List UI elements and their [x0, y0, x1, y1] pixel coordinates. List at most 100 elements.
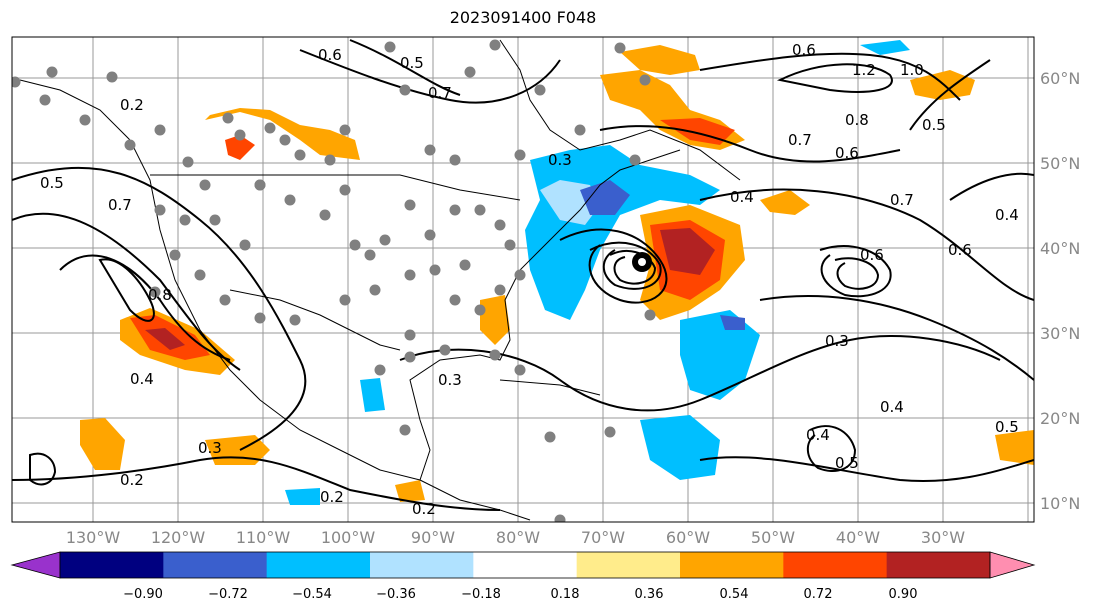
station-dot [179, 214, 191, 226]
station-dot [614, 42, 626, 54]
station-dot [399, 424, 411, 436]
station-dot [319, 209, 331, 221]
latitude-labels: 60°N 50°N 40°N 30°N 20°N 10°N [1040, 69, 1080, 513]
contour-label: 0.5 [40, 174, 64, 192]
lat-label: 30°N [1040, 324, 1080, 343]
lat-label: 50°N [1040, 154, 1080, 173]
contour-line [834, 257, 880, 290]
station-dot [489, 349, 501, 361]
contour-line [559, 228, 668, 304]
lon-label: 40°W [836, 528, 880, 547]
contour-label: 0.3 [825, 332, 849, 350]
shaded-anomaly-regions [80, 40, 1034, 505]
contour-line [12, 212, 241, 371]
contour-label: 0.4 [806, 426, 830, 444]
lon-label: 90°W [411, 528, 455, 547]
station-dot [289, 314, 301, 326]
station-dot [46, 66, 58, 78]
colorbar-tick-label: 0.36 [635, 587, 664, 602]
station-dot [324, 154, 336, 166]
contour-line [59, 254, 231, 361]
colorbar-segment [783, 552, 888, 578]
colorbar-segment [163, 552, 268, 578]
contour-label: 0.7 [890, 191, 914, 209]
contour-line [776, 63, 893, 93]
station-dot [464, 66, 476, 78]
contour-label: 0.6 [792, 41, 816, 59]
station-dot [459, 259, 471, 271]
station-dot [339, 184, 351, 196]
us-mexico-border [229, 289, 401, 351]
contour-line [909, 59, 991, 131]
lon-label: 80°W [496, 528, 540, 547]
lon-label: 120°W [151, 528, 206, 547]
colorbar [10, 551, 1036, 579]
station-dot [644, 309, 656, 321]
station-dot [514, 364, 526, 376]
shade-small-blue [285, 488, 320, 505]
colorbar-tick-label: −0.72 [208, 587, 248, 602]
west-coast [19, 79, 421, 481]
contour-label: 0.3 [438, 371, 462, 389]
contour-label: 0.5 [400, 54, 424, 72]
shade-baja-darkred [145, 328, 185, 350]
hurricane-center-white [638, 258, 646, 266]
station-dot [379, 234, 391, 246]
station-dot [364, 249, 376, 261]
contour-line [589, 241, 662, 290]
colorbar-tick-label: 0.18 [551, 587, 580, 602]
station-dot [234, 129, 246, 141]
colorbar-tick-label: 0.90 [889, 587, 918, 602]
station-dot [264, 122, 276, 134]
contour-label: 0.2 [320, 488, 344, 506]
contour-label: 0.7 [428, 84, 452, 102]
station-dot [124, 37, 130, 38]
contour-label: 0.2 [120, 471, 144, 489]
cuba [499, 379, 601, 396]
shade-east-atlantic-orange [995, 430, 1034, 465]
station-dot [374, 364, 386, 376]
station-dot [474, 204, 486, 216]
station-dot [504, 239, 516, 251]
lat-label: 20°N [1040, 409, 1080, 428]
contour-line [819, 245, 892, 298]
canada-coast [499, 39, 741, 181]
contour-label: 0.3 [198, 439, 222, 457]
contour-line [299, 49, 561, 104]
station-dot [574, 124, 586, 136]
lon-label: 50°W [751, 528, 795, 547]
contour-label: 0.2 [412, 500, 436, 518]
lon-label: 70°W [581, 528, 625, 547]
contour-label: 0.8 [845, 111, 869, 129]
station-dot [39, 94, 51, 106]
station-dot [429, 264, 441, 276]
lon-label: 30°W [921, 528, 965, 547]
contour-label: 0.6 [318, 46, 342, 64]
contour-line [12, 456, 501, 511]
station-dot [554, 514, 566, 522]
contour-label: 0.6 [860, 246, 884, 264]
station-dots [12, 37, 656, 522]
contour-line [98, 258, 155, 322]
station-dot [339, 294, 351, 306]
lon-label: 100°W [321, 528, 376, 547]
shade-top-orange [620, 45, 700, 75]
contour-line [599, 125, 901, 163]
shade-east-darkblue [580, 180, 630, 215]
shade-pacific-orange [80, 418, 125, 470]
colorbar-segment [576, 552, 681, 578]
station-dot [489, 39, 501, 51]
station-dot [169, 249, 181, 261]
station-dot [149, 286, 161, 298]
station-dot [404, 199, 416, 211]
contour-label: 0.6 [835, 144, 859, 162]
colorbar-tick-labels: −0.90 −0.72 −0.54 −0.36 −0.18 0.18 0.36 … [123, 587, 917, 602]
contour-line [759, 295, 1034, 381]
station-dot [284, 194, 296, 206]
colorbar-extend-low [10, 551, 61, 579]
station-dot [639, 74, 651, 86]
contour-line [699, 188, 1034, 301]
contour-lines [12, 39, 1034, 511]
map-content: 0.6 0.5 0.7 0.6 1.2 1.0 0.2 0.8 0.5 0.7 … [12, 37, 1034, 522]
contour-line [349, 39, 461, 96]
